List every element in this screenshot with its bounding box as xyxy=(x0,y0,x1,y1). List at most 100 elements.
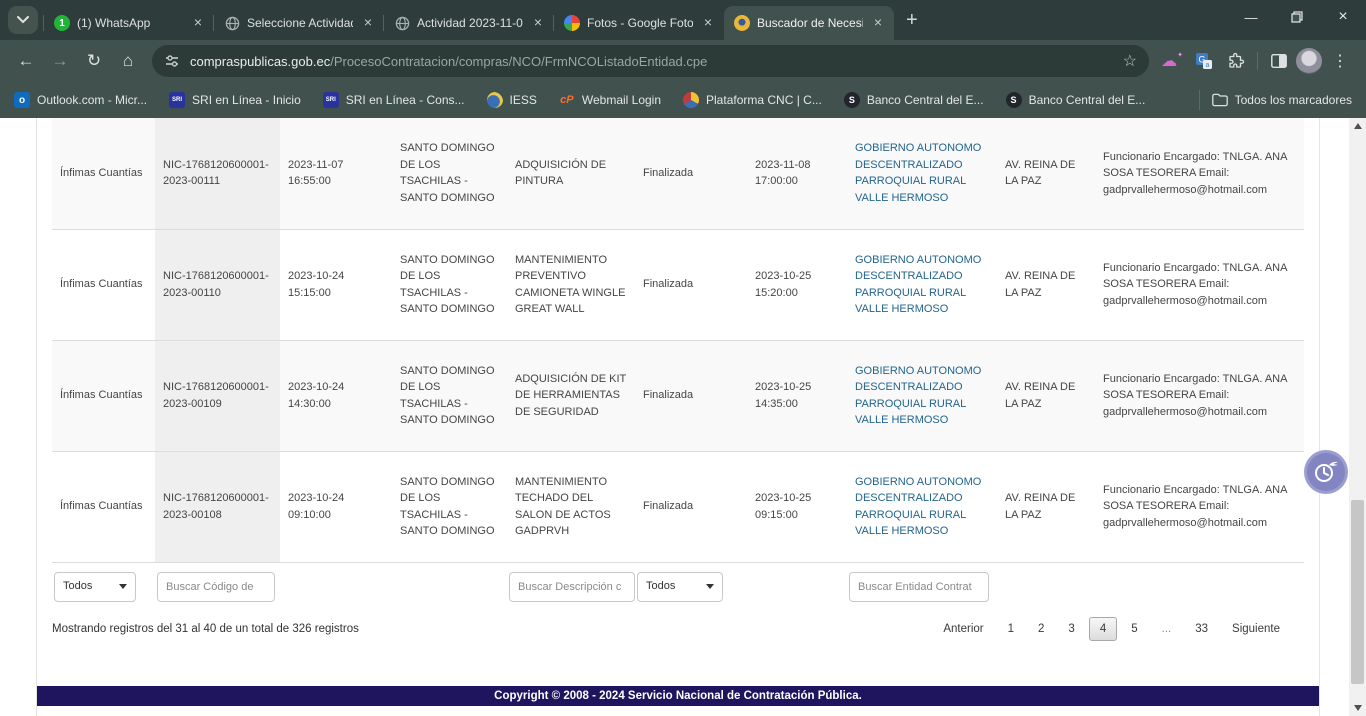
tab-actividad[interactable]: Actividad 2023-11-07 08:00 × xyxy=(384,6,554,40)
address-bar[interactable]: compraspublicas.gob.ec/ProcesoContrataci… xyxy=(152,45,1149,77)
side-panel-icon[interactable] xyxy=(1264,46,1294,76)
pagination-page-33[interactable]: 33 xyxy=(1185,617,1218,641)
bookmarks-bar: o Outlook.com - Micr... SRI SRI en Línea… xyxy=(0,82,1366,118)
sri-icon: SRI xyxy=(323,92,339,108)
bookmark-iess[interactable]: IESS xyxy=(487,92,537,108)
profile-avatar[interactable] xyxy=(1296,48,1322,74)
column-filters-row: Todos Todos xyxy=(52,562,1304,611)
google-translate-icon[interactable]: Ga xyxy=(1189,46,1219,76)
reload-button[interactable]: ↻ xyxy=(78,45,110,77)
table-row: Ínfimas Cuantías NIC-1768120600001-2023-… xyxy=(52,451,1304,562)
close-window-button[interactable]: × xyxy=(1320,0,1366,34)
bookmark-label: Banco Central del E... xyxy=(1029,93,1146,107)
bookmark-star-icon[interactable]: ☆ xyxy=(1123,51,1137,71)
pagination-next[interactable]: Siguiente xyxy=(1222,617,1290,641)
scroll-down-arrow[interactable] xyxy=(1349,700,1366,716)
forward-button[interactable]: → xyxy=(44,45,76,77)
tab-title: Fotos - Google Fotos xyxy=(587,16,693,30)
site-info-icon[interactable] xyxy=(164,53,180,69)
cell-fecha-inicio: 2023-10-24 14:30:00 xyxy=(280,340,392,451)
entity-link[interactable]: GOBIERNO AUTONOMO DESCENTRALIZADO PARROQ… xyxy=(855,142,981,204)
entity-link[interactable]: GOBIERNO AUTONOMO DESCENTRALIZADO PARROQ… xyxy=(855,254,981,316)
pagination: Anterior 1 2 3 4 5 ... 33 Siguiente xyxy=(933,617,1304,641)
bookmark-label: Webmail Login xyxy=(582,93,661,107)
bookmark-banco-central-1[interactable]: S Banco Central del E... xyxy=(844,92,984,108)
tab-whatsapp[interactable]: 1 (1) WhatsApp × xyxy=(44,6,214,40)
entity-link[interactable]: GOBIERNO AUTONOMO DESCENTRALIZADO PARROQ… xyxy=(855,365,981,427)
history-widget-button[interactable] xyxy=(1304,450,1348,494)
iess-icon xyxy=(487,92,503,108)
table-row: Ínfimas Cuantías NIC-1768120600001-2023-… xyxy=(52,118,1304,229)
browser-tab-bar: 1 (1) WhatsApp × Seleccione Actividad a … xyxy=(0,0,1366,40)
url-text[interactable]: compraspublicas.gob.ec/ProcesoContrataci… xyxy=(190,54,1115,69)
cell-fecha-fin: 2023-10-25 15:20:00 xyxy=(747,229,847,340)
home-button[interactable]: ⌂ xyxy=(112,45,144,77)
cell-direccion: AV. REINA DE LA PAZ xyxy=(997,118,1095,229)
cell-tipo: Ínfimas Cuantías xyxy=(52,229,155,340)
entidad-search-input[interactable] xyxy=(849,572,989,602)
whatsapp-icon: 1 xyxy=(54,15,70,31)
pagination-page-4-current[interactable]: 4 xyxy=(1089,617,1117,641)
bookmark-cnc[interactable]: Plataforma CNC | C... xyxy=(683,92,822,108)
bookmark-webmail[interactable]: cP Webmail Login xyxy=(559,92,661,108)
tipo-filter-value: Todos xyxy=(63,578,92,595)
pagination-previous[interactable]: Anterior xyxy=(933,617,993,641)
chevron-down-icon xyxy=(706,584,714,589)
svg-text:a: a xyxy=(1206,62,1210,69)
cell-fecha-fin: 2023-10-25 09:15:00 xyxy=(747,451,847,562)
browser-toolbar: ← → ↻ ⌂ compraspublicas.gob.ec/ProcesoCo… xyxy=(0,40,1366,82)
cnc-icon xyxy=(683,92,699,108)
estado-filter-select[interactable]: Todos xyxy=(637,572,723,602)
cell-localidad: SANTO DOMINGO DE LOS TSACHILAS - SANTO D… xyxy=(392,451,507,562)
tab-close-icon[interactable]: × xyxy=(190,15,206,31)
tipo-filter-select[interactable]: Todos xyxy=(54,572,136,602)
new-tab-button[interactable]: + xyxy=(894,9,930,40)
tab-close-icon[interactable]: × xyxy=(360,15,376,31)
cell-entidad: GOBIERNO AUTONOMO DESCENTRALIZADO PARROQ… xyxy=(847,451,997,562)
table-row: Ínfimas Cuantías NIC-1768120600001-2023-… xyxy=(52,340,1304,451)
tab-close-icon[interactable]: × xyxy=(530,15,546,31)
bookmark-sri-inicio[interactable]: SRI SRI en Línea - Inicio xyxy=(169,92,301,108)
ecuador-emblem-icon xyxy=(734,15,750,31)
cell-codigo: NIC-1768120600001-2023-00111 xyxy=(155,118,280,229)
extensions-puzzle-icon[interactable] xyxy=(1221,46,1251,76)
descripcion-search-input[interactable] xyxy=(509,572,635,602)
codigo-search-input[interactable] xyxy=(157,572,275,602)
browser-menu-icon[interactable]: ⋮ xyxy=(1324,51,1356,71)
pagination-ellipsis: ... xyxy=(1152,617,1182,641)
bookmark-outlook[interactable]: o Outlook.com - Micr... xyxy=(14,92,147,108)
all-bookmarks-button[interactable]: Todos los marcadores xyxy=(1212,93,1352,107)
cpanel-icon: cP xyxy=(559,92,575,108)
cell-descripcion: ADQUISICIÓN DE PINTURA xyxy=(507,118,635,229)
pagination-page-2[interactable]: 2 xyxy=(1028,617,1054,641)
cell-entidad: GOBIERNO AUTONOMO DESCENTRALIZADO PARROQ… xyxy=(847,340,997,451)
tab-search-button[interactable] xyxy=(8,6,38,34)
pagination-page-3[interactable]: 3 xyxy=(1058,617,1084,641)
entity-link[interactable]: GOBIERNO AUTONOMO DESCENTRALIZADO PARROQ… xyxy=(855,476,981,538)
tab-buscador-necesidades[interactable]: Buscador de Necesidades de × xyxy=(724,6,894,40)
cell-direccion: AV. REINA DE LA PAZ xyxy=(997,340,1095,451)
bookmark-banco-central-2[interactable]: S Banco Central del E... xyxy=(1006,92,1146,108)
tab-close-icon[interactable]: × xyxy=(700,15,716,31)
procurement-results-table: Ínfimas Cuantías NIC-1768120600001-2023-… xyxy=(52,118,1304,611)
cell-tipo: Ínfimas Cuantías xyxy=(52,340,155,451)
bookmark-sri-consultas[interactable]: SRI SRI en Línea - Cons... xyxy=(323,92,465,108)
restore-button[interactable] xyxy=(1274,0,1320,34)
cell-contacto: Funcionario Encargado: TNLGA. ANA SOSA T… xyxy=(1095,118,1304,229)
records-info-text: Mostrando registros del 31 al 40 de un t… xyxy=(52,623,359,635)
tab-close-icon[interactable]: × xyxy=(870,15,886,31)
back-button[interactable]: ← xyxy=(10,45,42,77)
all-bookmarks-label: Todos los marcadores xyxy=(1235,93,1352,107)
pagination-page-5[interactable]: 5 xyxy=(1121,617,1147,641)
page-scrollbar[interactable] xyxy=(1349,118,1366,716)
extension-cloud-icon[interactable]: ☁✦ xyxy=(1157,46,1187,76)
pagination-page-1[interactable]: 1 xyxy=(998,617,1024,641)
scrollbar-thumb[interactable] xyxy=(1351,500,1364,684)
table-row: Ínfimas Cuantías NIC-1768120600001-2023-… xyxy=(52,229,1304,340)
results-container: Ínfimas Cuantías NIC-1768120600001-2023-… xyxy=(36,118,1320,716)
tab-google-fotos[interactable]: Fotos - Google Fotos × xyxy=(554,6,724,40)
tab-title: Seleccione Actividad a modi xyxy=(247,16,353,30)
minimize-button[interactable]: — xyxy=(1228,0,1274,34)
scroll-up-arrow[interactable] xyxy=(1349,118,1366,134)
tab-seleccione-actividad[interactable]: Seleccione Actividad a modi × xyxy=(214,6,384,40)
